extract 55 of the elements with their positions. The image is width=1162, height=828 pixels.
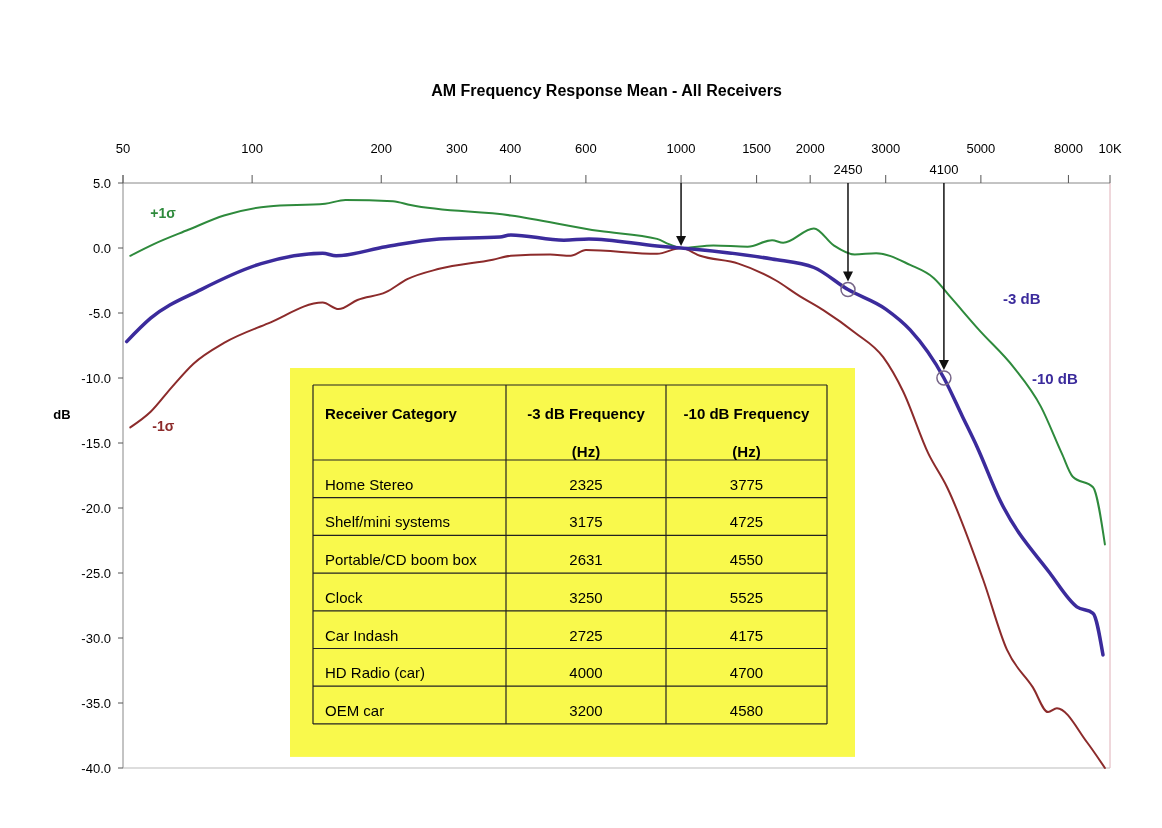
- x-tick-label: 5000: [966, 141, 996, 156]
- annotation: 4580: [729, 701, 764, 719]
- annotation: 3200: [569, 701, 603, 719]
- x-tick-label: 200: [370, 141, 393, 156]
- annotation: 4000: [569, 664, 603, 682]
- y-tick-label: -40.0: [81, 760, 111, 776]
- y-tick-label: 0.0: [92, 240, 111, 256]
- series-label: +1σ: [150, 204, 177, 221]
- text: -3 dB Frequency (Hz): [527, 405, 645, 460]
- y-tick-label: 5.0: [92, 175, 111, 191]
- x-tick-label: 1000: [666, 141, 696, 156]
- annotation: 4700: [729, 664, 764, 682]
- x-tick-label: 100: [241, 141, 263, 156]
- annotation: 2631: [569, 551, 603, 569]
- annotation: 4550: [729, 551, 764, 569]
- y-tick-label: -30.0: [81, 630, 111, 646]
- x-tick-label: 8000: [1053, 141, 1083, 156]
- annotation: 3250: [569, 588, 603, 606]
- annotation: 5525: [729, 588, 764, 606]
- ref-line-label: 2450: [833, 162, 863, 177]
- annotation: Portable/CD boom box: [325, 551, 478, 569]
- chart-title: AM Frequency Response Mean - All Receivers: [431, 82, 782, 99]
- annotation: 2725: [569, 626, 603, 644]
- x-tick-label: 2000: [795, 141, 825, 156]
- annotation: Car Indash: [325, 626, 399, 644]
- annotation: Clock: [325, 588, 364, 606]
- annotation: 3175: [569, 513, 603, 531]
- y-tick-label: -25.0: [81, 565, 111, 581]
- annotation: 3775: [729, 475, 764, 493]
- annotation: HD Radio (car): [325, 664, 426, 682]
- y-tick-label: -20.0: [81, 500, 111, 516]
- annotation: -3 dB: [1003, 290, 1041, 307]
- annotation: 2325: [569, 475, 603, 493]
- series-label: -1σ: [152, 418, 175, 435]
- y-tick-label: -15.0: [81, 435, 111, 451]
- ref-line-label: 4100: [929, 162, 959, 177]
- x-tick-label: 400: [499, 141, 522, 156]
- x-tick-label: 3000: [871, 141, 901, 156]
- x-tick-label: 600: [575, 141, 597, 156]
- x-tick-label: 10K: [1098, 141, 1122, 156]
- y-tick-label: -5.0: [88, 305, 111, 321]
- annotation: 4175: [729, 626, 764, 644]
- y-tick-label: -35.0: [81, 695, 111, 711]
- annotation: Shelf/mini systems: [325, 513, 451, 531]
- annotation: Receiver Category: [325, 405, 458, 422]
- annotation: OEM car: [325, 701, 385, 719]
- annotation: Home Stereo: [325, 475, 414, 493]
- annotation: -10 dB: [1032, 370, 1079, 387]
- x-tick-label: 1500: [742, 141, 772, 156]
- y-axis-title: dB: [53, 407, 71, 422]
- x-tick-label: 50: [115, 141, 131, 156]
- text: -10 dB Frequency (Hz): [683, 405, 810, 460]
- y-tick-label: -10.0: [81, 370, 111, 386]
- annotation: 4725: [729, 513, 764, 531]
- x-tick-label: 300: [445, 141, 468, 156]
